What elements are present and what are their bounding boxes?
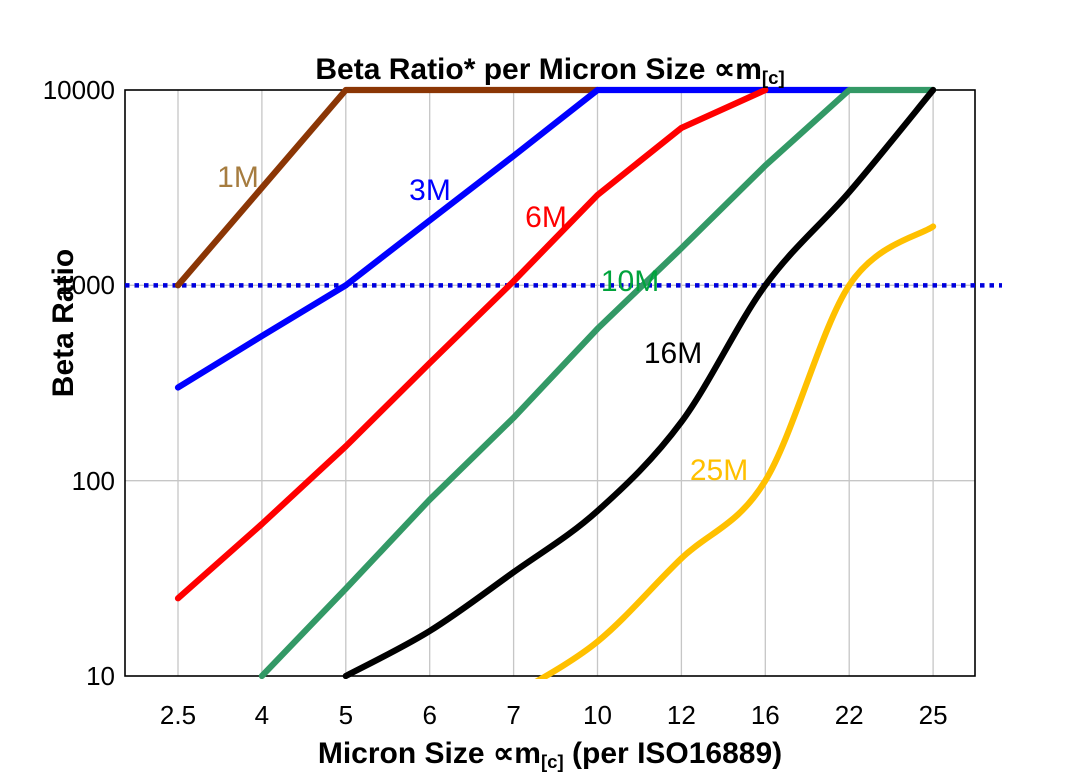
chart-title-prop-symbol: ∝m	[713, 53, 762, 86]
series-label-1M: 1M	[217, 161, 259, 194]
x-axis-title-text: Micron Size	[317, 737, 493, 770]
x-axis-title-suffix: (per ISO16889)	[563, 737, 783, 770]
x-tick-label-16: 16	[750, 700, 780, 730]
chart-title: Beta Ratio* per Micron Size ∝m[c]	[125, 52, 975, 89]
y-tick-label-10000: 10000	[42, 75, 115, 105]
series-line-10M	[258, 86, 937, 679]
x-tick-label-6: 6	[422, 700, 437, 730]
x-tick-label-10: 10	[583, 700, 612, 730]
x-tick-label-4: 4	[254, 700, 270, 730]
y-tick-label-1000: 1000	[57, 270, 115, 301]
series-line-25M	[534, 223, 937, 679]
x-axis-title-prop-symbol: ∝m	[492, 737, 541, 770]
series-line-1M	[174, 86, 601, 289]
x-tick-label-2.5: 2.5	[159, 700, 197, 730]
series-label-6M: 6M	[525, 201, 567, 234]
x-tick-label-22: 22	[834, 700, 864, 730]
y-axis-title: Beta Ratio	[47, 248, 80, 398]
y-tick-label-10: 10	[86, 661, 115, 691]
series-line-16M	[342, 86, 937, 679]
x-tick-label-12: 12	[666, 700, 696, 730]
series-label-10M: 10M	[600, 265, 660, 298]
series-line-6M	[174, 86, 769, 602]
chart-title-subscript: [c]	[761, 67, 785, 89]
series-label-3M: 3M	[409, 174, 451, 207]
y-tick-label-100: 100	[71, 465, 115, 496]
x-tick-label-7: 7	[506, 700, 521, 730]
x-axis-title: Micron Size ∝m[c] (per ISO16889)	[125, 736, 975, 773]
series-line-3M	[174, 86, 853, 391]
series-label-16M: 16M	[643, 337, 703, 370]
chart-title-text: Beta Ratio* per Micron Size	[315, 53, 714, 86]
series-label-25M: 25M	[689, 454, 749, 487]
x-tick-label-25: 25	[918, 700, 948, 730]
x-tick-label-5: 5	[338, 700, 354, 730]
x-axis-title-subscript: [c]	[540, 751, 564, 773]
